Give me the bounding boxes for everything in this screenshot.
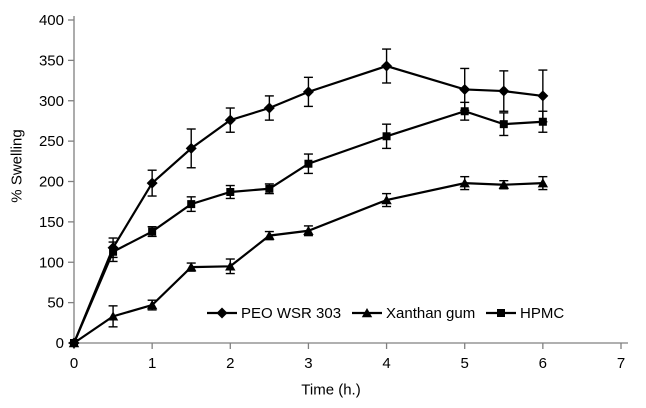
y-tick-label: 150 xyxy=(39,214,64,231)
legend-item-hpmc: HPMC xyxy=(486,305,564,322)
triangle-marker xyxy=(361,308,373,318)
legend-label-xanthan-gum: Xanthan gum xyxy=(386,305,475,322)
y-tick-label: 0 xyxy=(56,335,64,352)
triangle-marker xyxy=(186,262,197,272)
y-tick-label: 250 xyxy=(39,133,64,150)
series-peo-wsr-303 xyxy=(68,48,549,349)
legend-item-xanthan-gum: Xanthan gum xyxy=(352,305,475,322)
tick-labels: 0 50 100 150 200 250 300 350 400 0 1 2 3 4 5 6 7 xyxy=(39,12,625,372)
x-tick-label: 5 xyxy=(461,355,469,372)
square-marker xyxy=(538,117,547,126)
x-axis-title: Time (h.) xyxy=(301,381,361,399)
error-bars-peo-wsr-303 xyxy=(108,48,548,259)
x-tick-label: 1 xyxy=(148,355,156,372)
error-bars-hpmc xyxy=(108,101,548,263)
y-axis-title: % Swelling xyxy=(8,129,26,203)
x-tick-label: 7 xyxy=(617,355,625,372)
square-marker xyxy=(304,159,313,168)
diamond-marker xyxy=(381,60,393,72)
square-marker xyxy=(499,120,508,129)
x-tick-label: 4 xyxy=(382,355,390,372)
square-marker xyxy=(226,187,235,196)
triangle-marker xyxy=(498,179,509,189)
axes xyxy=(73,16,628,344)
series-hpmc xyxy=(70,101,548,347)
triangle-marker xyxy=(381,195,392,205)
triangle-marker xyxy=(303,225,314,235)
triangle-marker xyxy=(107,311,119,321)
y-tick-label: 300 xyxy=(39,93,64,110)
x-tick-label: 6 xyxy=(539,355,547,372)
diamond-marker xyxy=(146,177,158,189)
square-marker xyxy=(187,200,196,209)
diamond-marker xyxy=(224,114,236,126)
diamond-marker xyxy=(459,83,471,95)
triangle-marker xyxy=(459,178,470,188)
y-tick-label: 50 xyxy=(47,295,64,312)
square-marker xyxy=(460,107,469,116)
diamond-marker xyxy=(537,90,549,102)
diamond-marker xyxy=(498,85,510,97)
square-marker xyxy=(109,247,118,256)
y-tick-label: 100 xyxy=(39,254,64,271)
triangle-marker xyxy=(537,178,549,188)
square-marker xyxy=(70,339,78,347)
square-marker xyxy=(265,184,274,193)
y-tick-label: 400 xyxy=(39,12,64,29)
series-xanthan-gum xyxy=(68,175,549,348)
legend-item-peo-wsr-303: PEO WSR 303 xyxy=(207,305,341,322)
legend-label-peo-wsr-303: PEO WSR 303 xyxy=(241,305,341,322)
diamond-marker xyxy=(263,102,275,114)
x-tick-label: 2 xyxy=(226,355,234,372)
triangle-marker xyxy=(264,230,275,240)
y-tick-label: 350 xyxy=(39,52,64,69)
x-tick-label: 3 xyxy=(304,355,312,372)
triangle-marker xyxy=(225,261,236,271)
legend: PEO WSR 303 Xanthan gum HPMC xyxy=(207,305,564,322)
y-tick-label: 200 xyxy=(39,174,64,191)
square-marker xyxy=(148,227,157,236)
legend-label-hpmc: HPMC xyxy=(520,305,564,322)
triangle-marker xyxy=(146,300,158,310)
series-line-peo-wsr-303 xyxy=(72,64,543,344)
square-marker xyxy=(382,132,391,141)
diamond-marker xyxy=(216,307,228,319)
x-tick-label: 0 xyxy=(70,355,78,372)
square-marker xyxy=(497,309,505,317)
series-markers-hpmc xyxy=(70,107,547,347)
diamond-marker xyxy=(185,142,197,154)
diamond-marker xyxy=(302,86,314,98)
